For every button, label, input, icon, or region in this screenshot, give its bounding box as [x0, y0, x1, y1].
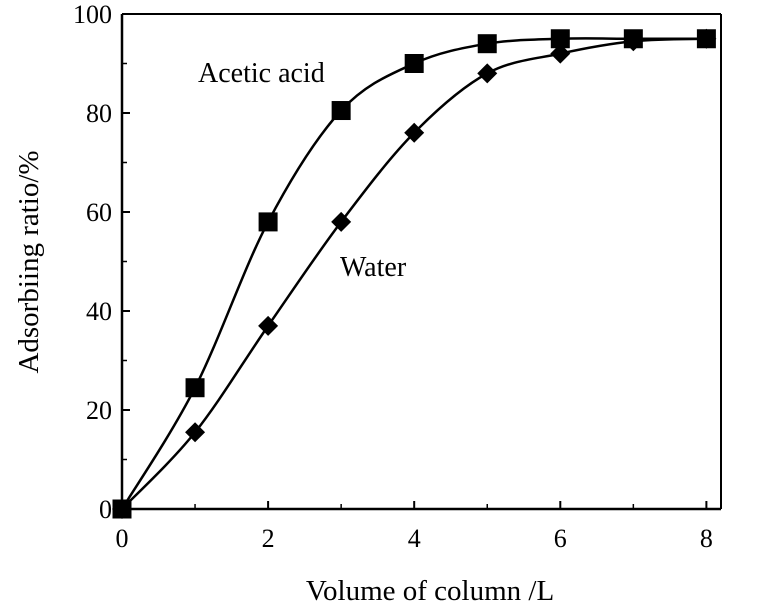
x-tick-label: 8 [700, 524, 713, 553]
point-water [477, 63, 498, 84]
x-tick-label: 4 [408, 524, 421, 553]
y-axis-title: Adsorbiing ratio/% [13, 150, 45, 373]
point-water [331, 211, 352, 232]
point-acetic-acid [550, 29, 570, 49]
y-tick-label: 100 [73, 0, 112, 29]
x-tick-label: 0 [116, 524, 129, 553]
x-tick-label: 2 [262, 524, 275, 553]
point-water [550, 43, 571, 64]
point-acetic-acid [331, 101, 351, 121]
y-tick-label: 60 [86, 198, 112, 227]
series-label-water: Water [340, 252, 407, 283]
y-tick-label: 20 [86, 396, 112, 425]
point-water [185, 422, 206, 443]
point-acetic-acid [404, 54, 424, 73]
series-line-acetic-acid [120, 37, 707, 510]
point-water [404, 122, 425, 143]
point-acetic-acid [477, 34, 497, 54]
point-acetic-acid [185, 378, 205, 398]
point-water [112, 499, 132, 519]
y-tick-label: 40 [86, 297, 112, 326]
point-water [696, 28, 717, 49]
y-tick-label: 0 [99, 495, 112, 524]
x-axis-title: Volume of column /L [306, 575, 554, 607]
point-water [258, 315, 279, 336]
series-line-water [121, 37, 707, 510]
point-acetic-acid [258, 212, 278, 232]
series-markers [112, 28, 717, 519]
series-lines [120, 37, 707, 510]
point-water [623, 31, 644, 52]
series-label-acetic-acid: Acetic acid [198, 58, 325, 89]
x-tick-label: 6 [554, 524, 567, 553]
y-tick-label: 80 [86, 99, 112, 128]
